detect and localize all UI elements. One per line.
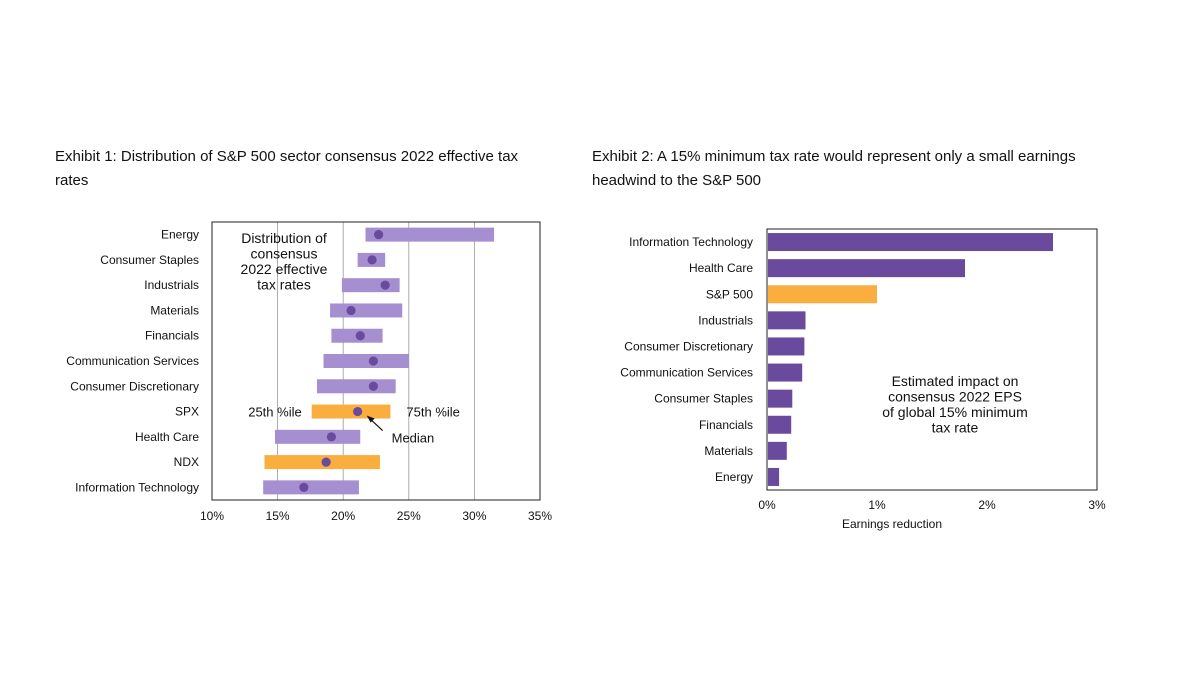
category-label: Health Care <box>689 261 753 275</box>
median-dot <box>299 482 309 492</box>
exhibit2-title: Exhibit 2: A 15% minimum tax rate would … <box>592 148 1076 189</box>
category-label: Consumer Staples <box>100 253 199 267</box>
category-label: Consumer Discretionary <box>70 379 199 393</box>
x-tick-label: 35% <box>528 509 552 523</box>
bar <box>768 337 805 356</box>
p75-label: 75th %ile <box>406 405 459 420</box>
plot-frame <box>766 228 1098 491</box>
range-bar <box>263 480 359 495</box>
exhibit1-title: Exhibit 1: Distribution of S&P 500 secto… <box>55 148 519 189</box>
x-tick-label: 20% <box>331 509 355 523</box>
annotation-text: consensus 2022 EPS <box>888 389 1022 405</box>
annotation-text: consensus <box>251 246 318 262</box>
x-tick-label: 15% <box>266 509 290 523</box>
bar <box>768 363 803 382</box>
median-dot <box>353 406 363 417</box>
range-bar <box>274 429 361 444</box>
median-arrowhead <box>366 415 375 423</box>
annotation-text: tax rate <box>932 420 979 436</box>
category-label: Materials <box>150 303 199 317</box>
bar <box>768 441 787 460</box>
range-bar <box>341 278 400 293</box>
median-dot <box>346 305 356 316</box>
category-label: Information Technology <box>75 480 199 494</box>
annotation-text: Distribution of <box>241 230 327 246</box>
bar <box>768 285 877 304</box>
median-dot <box>368 381 378 391</box>
x-tick-label: 2% <box>978 498 996 512</box>
category-label: Information Technology <box>629 235 753 249</box>
median-dot <box>321 457 331 467</box>
category-label: Consumer Staples <box>654 392 753 406</box>
bar <box>768 467 780 486</box>
category-label: Communication Services <box>620 366 753 380</box>
x-axis-label: Earnings reduction <box>842 517 942 531</box>
category-label: Energy <box>715 470 753 484</box>
category-label: Health Care <box>135 430 199 444</box>
category-label: Financials <box>145 329 199 343</box>
bar <box>768 415 792 434</box>
annotation-text: Estimated impact on <box>892 373 1019 389</box>
range-bar <box>311 404 391 419</box>
annotation-text: of global 15% minimum <box>882 404 1028 420</box>
bar <box>768 259 965 278</box>
median-dot <box>368 356 378 366</box>
median-label: Median <box>392 431 435 446</box>
category-label: S&P 500 <box>706 287 753 301</box>
category-label: Materials <box>704 444 753 458</box>
category-label: Communication Services <box>66 354 199 368</box>
median-dot <box>380 280 390 290</box>
median-dot <box>374 230 384 240</box>
x-tick-label: 25% <box>397 509 421 523</box>
category-label: Industrials <box>144 278 199 292</box>
category-label: Energy <box>161 228 199 242</box>
range-bar <box>365 227 495 242</box>
range-bar <box>330 303 403 318</box>
x-tick-label: 0% <box>758 498 776 512</box>
x-tick-label: 1% <box>868 498 886 512</box>
x-tick-label: 3% <box>1088 498 1106 512</box>
p25-label: 25th %ile <box>248 405 301 420</box>
median-dot <box>326 432 336 442</box>
category-label: Financials <box>699 418 753 432</box>
bar <box>768 311 806 330</box>
x-tick-label: 30% <box>462 509 486 523</box>
bar <box>768 389 793 408</box>
range-bar <box>316 379 396 394</box>
category-label: SPX <box>175 405 199 419</box>
median-dot <box>367 255 377 265</box>
category-label: Consumer Discretionary <box>624 339 753 353</box>
median-dot <box>355 331 365 341</box>
category-label: Industrials <box>698 313 753 327</box>
annotation-text: 2022 effective <box>241 261 328 277</box>
annotation-text: tax rates <box>257 277 311 293</box>
x-tick-label: 10% <box>200 509 224 523</box>
bar <box>768 233 1053 252</box>
plot-frame <box>211 221 541 501</box>
category-label: NDX <box>174 455 199 469</box>
range-bar <box>323 354 409 368</box>
